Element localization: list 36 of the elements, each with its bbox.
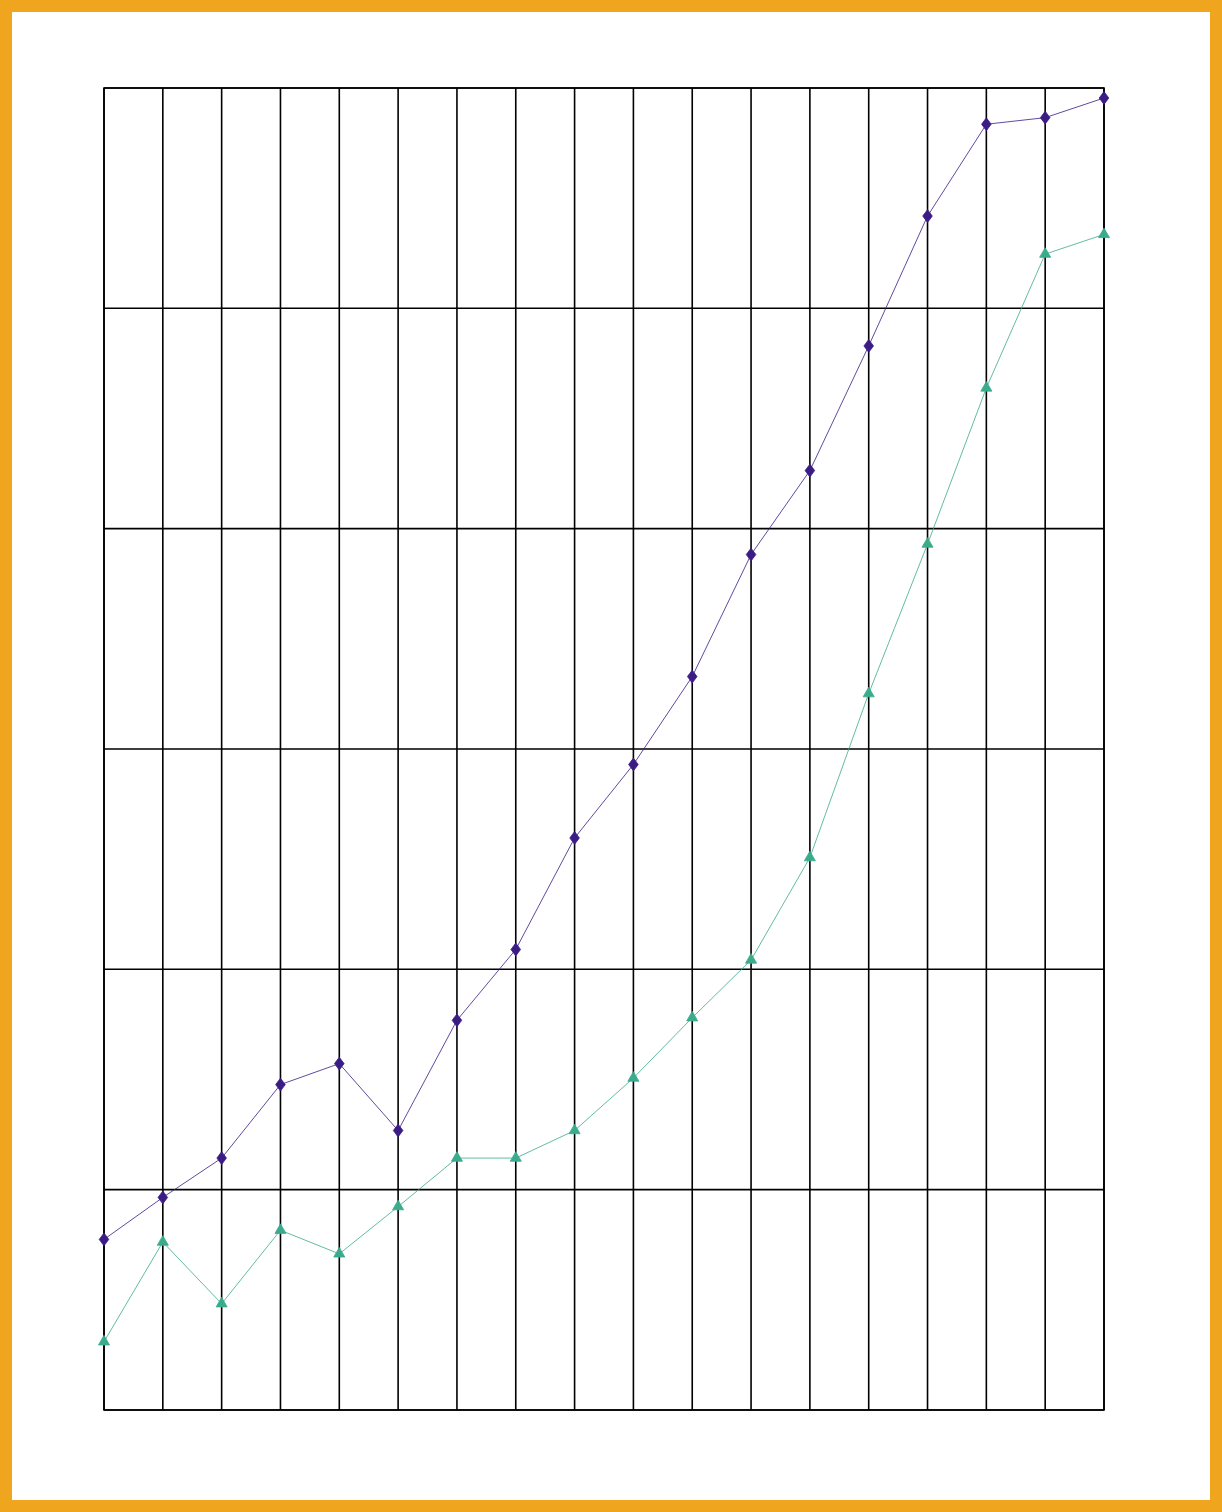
point bbox=[1039, 110, 1051, 125]
point bbox=[745, 547, 757, 562]
point bbox=[509, 1151, 522, 1162]
point bbox=[687, 669, 698, 684]
point bbox=[510, 942, 521, 957]
point bbox=[804, 463, 816, 478]
point bbox=[274, 1223, 287, 1234]
point bbox=[981, 117, 992, 132]
point bbox=[628, 757, 639, 772]
point bbox=[216, 1151, 227, 1165]
point bbox=[392, 1123, 404, 1138]
point bbox=[980, 381, 993, 392]
point bbox=[862, 686, 875, 698]
point bbox=[98, 1232, 110, 1247]
point bbox=[568, 1123, 581, 1135]
point bbox=[922, 209, 933, 223]
point bbox=[863, 339, 874, 353]
point bbox=[686, 1010, 699, 1022]
point bbox=[1098, 227, 1110, 239]
point bbox=[627, 1071, 640, 1082]
point bbox=[745, 953, 757, 964]
point bbox=[392, 1199, 405, 1211]
point bbox=[450, 1151, 463, 1162]
point bbox=[803, 850, 816, 862]
point bbox=[157, 1190, 169, 1205]
point bbox=[333, 1247, 346, 1258]
point bbox=[334, 1056, 345, 1071]
point bbox=[569, 831, 580, 845]
point bbox=[275, 1077, 286, 1092]
point bbox=[215, 1296, 228, 1308]
point bbox=[1098, 91, 1110, 105]
point bbox=[1039, 247, 1052, 258]
point bbox=[451, 1013, 463, 1028]
point bbox=[156, 1235, 169, 1246]
point bbox=[921, 537, 934, 548]
point bbox=[98, 1334, 110, 1346]
